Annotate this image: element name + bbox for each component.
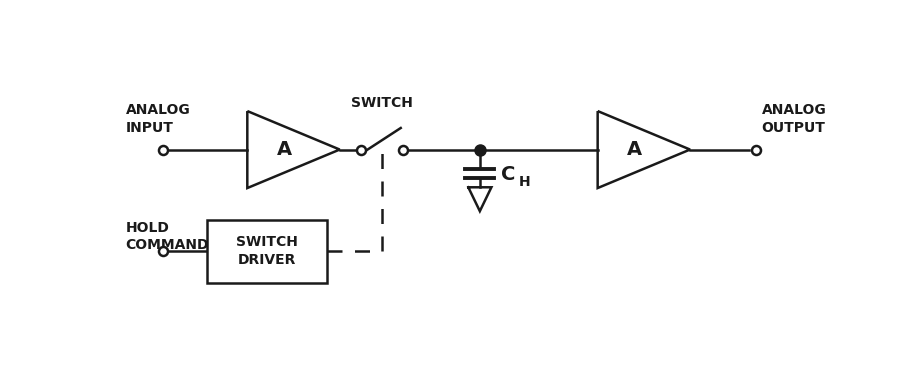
Text: A: A <box>277 140 292 159</box>
Text: SWITCH
DRIVER: SWITCH DRIVER <box>236 235 298 268</box>
Text: H: H <box>519 175 530 189</box>
Bar <box>207 220 327 283</box>
Text: ANALOG
OUTPUT: ANALOG OUTPUT <box>761 103 826 135</box>
Text: SWITCH: SWITCH <box>352 97 413 110</box>
Text: C: C <box>501 165 516 184</box>
Text: HOLD
COMMAND: HOLD COMMAND <box>126 221 209 252</box>
Text: A: A <box>627 140 642 159</box>
Text: ANALOG
INPUT: ANALOG INPUT <box>126 103 191 135</box>
